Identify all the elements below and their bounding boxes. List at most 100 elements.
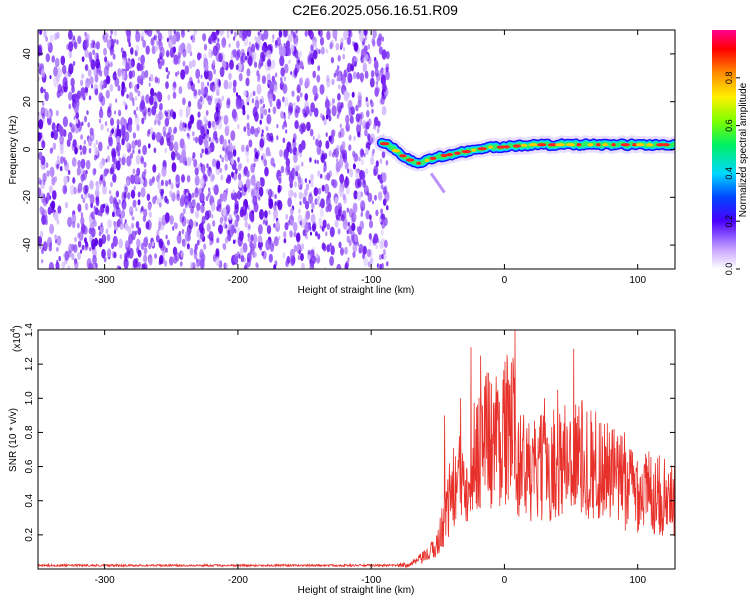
noise-speck <box>299 220 303 226</box>
noise-speck <box>350 106 355 115</box>
noise-speck <box>212 186 215 191</box>
noise-speck <box>247 257 250 263</box>
noise-speck <box>47 206 52 215</box>
noise-speck <box>324 174 328 181</box>
noise-speck <box>121 81 126 90</box>
noise-speck <box>191 59 196 68</box>
noise-speck <box>109 190 112 195</box>
noise-speck <box>193 30 198 36</box>
noise-speck <box>126 94 129 99</box>
noise-speck <box>112 235 118 247</box>
noise-speck <box>116 39 119 45</box>
noise-speck <box>271 75 276 83</box>
noise-speck <box>326 30 331 41</box>
noise-speck <box>243 205 245 210</box>
ridge-peak <box>496 145 506 149</box>
y-tick-label: -20 <box>22 190 33 205</box>
noise-speck <box>80 216 85 226</box>
noise-speck <box>242 30 248 39</box>
noise-speck <box>160 179 164 186</box>
noise-speck <box>305 183 310 191</box>
x-axis-label: Height of straight line (km) <box>298 285 415 296</box>
noise-speck <box>239 247 244 256</box>
noise-speck <box>73 93 77 100</box>
noise-speck <box>175 72 178 77</box>
noise-speck <box>54 57 60 68</box>
noise-speck <box>317 65 321 72</box>
noise-speck <box>293 181 297 188</box>
noise-speck <box>118 239 123 249</box>
noise-speck <box>212 45 218 57</box>
noise-speck <box>276 98 282 110</box>
noise-speck <box>183 241 187 248</box>
noise-speck <box>87 69 92 77</box>
noise-speck <box>168 38 173 49</box>
noise-speck <box>248 139 253 148</box>
ridge-peak <box>521 143 528 147</box>
noise-speck <box>161 166 167 178</box>
noise-speck <box>88 95 92 101</box>
noise-speck <box>105 75 111 85</box>
ridge-peak <box>399 154 407 158</box>
noise-speck <box>319 208 324 218</box>
noise-speck <box>270 59 276 70</box>
noise-speck <box>373 165 379 176</box>
noise-speck <box>228 139 231 144</box>
noise-speck <box>258 224 263 235</box>
noise-speck <box>186 219 189 224</box>
noise-speck <box>250 92 253 98</box>
noise-speck <box>289 230 293 238</box>
noise-speck <box>194 243 198 251</box>
noise-speck <box>161 214 167 226</box>
noise-speck <box>208 231 214 242</box>
noise-speck <box>237 163 242 172</box>
noise-speck <box>80 134 83 140</box>
noise-speck <box>366 110 370 118</box>
noise-speck <box>328 206 332 213</box>
noise-speck <box>352 163 356 170</box>
noise-speck <box>282 252 286 259</box>
noise-speck <box>113 251 117 259</box>
noise-speck <box>360 211 363 217</box>
noise-speck <box>138 148 141 155</box>
noise-speck <box>105 228 109 235</box>
noise-speck <box>338 84 341 90</box>
noise-speck <box>281 46 287 57</box>
colorbar-tick-label: 0.8 <box>724 72 734 85</box>
noise-speck <box>140 157 145 165</box>
noise-speck <box>62 116 68 128</box>
noise-speck <box>280 67 286 77</box>
noise-speck <box>63 159 67 166</box>
noise-speck <box>195 68 201 79</box>
noise-speck <box>212 81 215 87</box>
noise-speck <box>287 169 290 175</box>
noise-speck <box>379 241 384 250</box>
noise-speck <box>116 119 120 126</box>
noise-speck <box>259 30 262 33</box>
noise-speck <box>300 253 304 262</box>
noise-speck <box>92 49 95 56</box>
noise-speck <box>140 99 146 110</box>
noise-speck <box>377 174 381 180</box>
noise-speck <box>376 127 380 134</box>
noise-speck <box>338 158 344 169</box>
noise-speck <box>339 173 345 184</box>
noise-speck <box>347 74 350 79</box>
noise-speck <box>68 63 74 75</box>
noise-speck <box>71 253 75 261</box>
noise-speck <box>322 115 325 121</box>
noise-speck <box>267 58 272 67</box>
noise-speck <box>99 174 104 182</box>
noise-speck <box>124 186 128 194</box>
noise-speck <box>346 230 350 235</box>
noise-speck <box>344 246 348 255</box>
noise-speck <box>148 211 152 218</box>
noise-speck <box>196 239 200 246</box>
noise-speck <box>62 184 68 195</box>
noise-speck <box>130 47 134 55</box>
noise-speck <box>134 173 140 184</box>
noise-speck <box>348 134 352 141</box>
noise-speck <box>285 45 291 56</box>
noise-speck <box>336 158 339 163</box>
noise-speck <box>370 137 374 143</box>
